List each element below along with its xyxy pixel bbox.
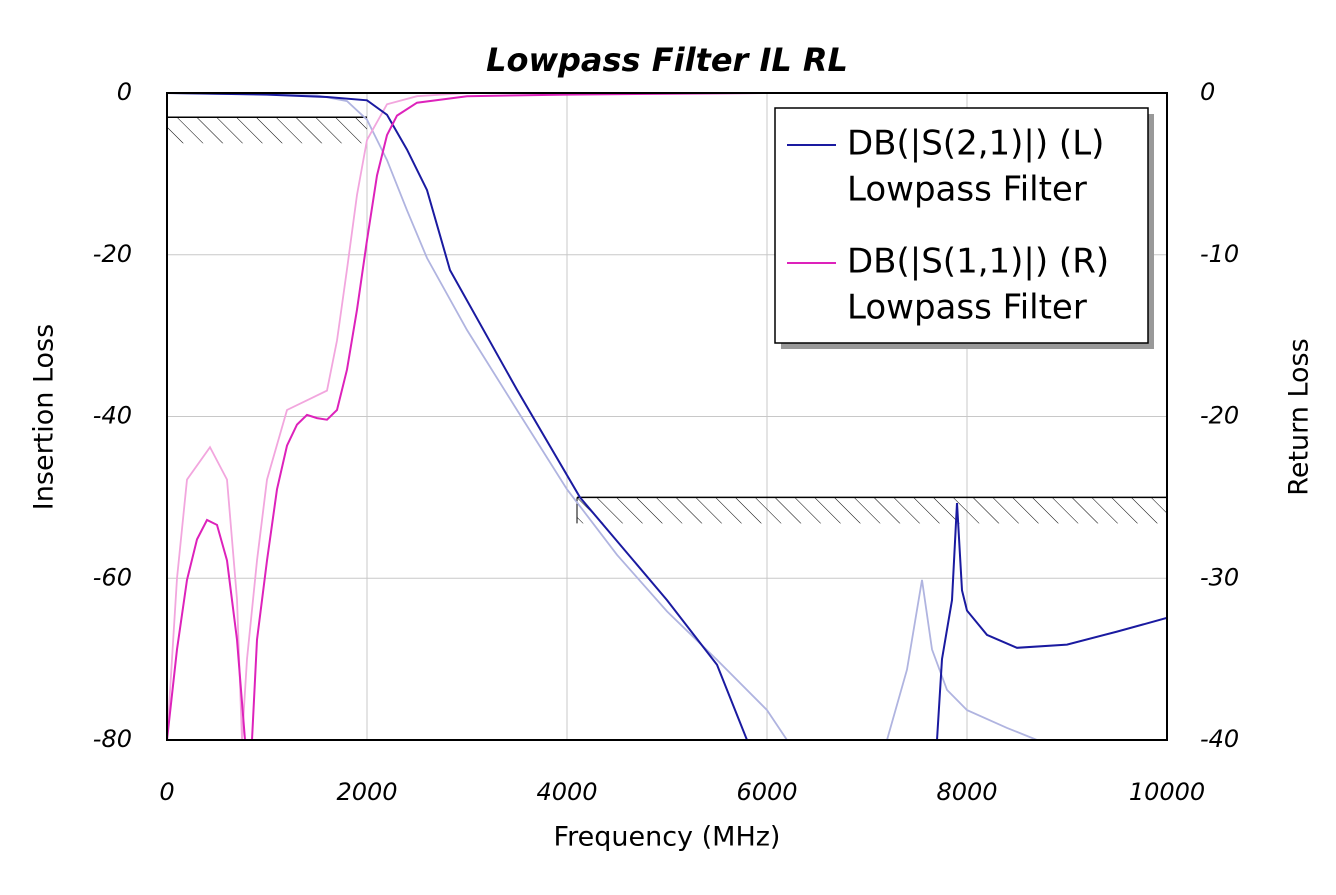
y2-tick-label: -40 bbox=[1200, 725, 1239, 753]
y-tick-label: 0 bbox=[117, 78, 132, 106]
y-tick-label: -20 bbox=[93, 240, 132, 268]
plot-frame bbox=[166, 92, 1168, 741]
x-tick-label: 4000 bbox=[536, 778, 597, 806]
x-tick-label: 0 bbox=[159, 778, 174, 806]
y2-tick-label: -20 bbox=[1200, 402, 1239, 430]
legend: DB(|S(2,1)|) (L) Lowpass Filter DB(|S(1,1)… bbox=[774, 107, 1154, 349]
y2-tick-label: -30 bbox=[1200, 563, 1239, 591]
legend-source: Lowpass Filter bbox=[847, 170, 1087, 210]
x-tick-label: 2000 bbox=[336, 778, 397, 806]
y2-axis-label: Return Loss bbox=[1284, 338, 1315, 495]
chart-title: Lowpass Filter IL RL bbox=[486, 41, 848, 79]
y-tick-label: -60 bbox=[93, 563, 132, 591]
x-axis-label: Frequency (MHz) bbox=[554, 822, 781, 853]
legend-label: DB(|S(1,1)|) (R) bbox=[847, 242, 1109, 282]
limit-hatch bbox=[577, 497, 1167, 524]
y-axis-label: Insertion Loss bbox=[29, 324, 60, 510]
legend-label: DB(|S(2,1)|) (L) bbox=[847, 124, 1104, 164]
series-line bbox=[167, 93, 1167, 740]
x-tick-label: 10000 bbox=[1129, 778, 1205, 806]
legend-box bbox=[774, 107, 1149, 344]
x-tick-label: 6000 bbox=[736, 778, 797, 806]
y-tick-label: -80 bbox=[93, 725, 132, 753]
y2-tick-label: -10 bbox=[1200, 240, 1239, 268]
x-tick-label: 8000 bbox=[936, 778, 997, 806]
series-line bbox=[167, 93, 1167, 740]
limit-hatch bbox=[167, 117, 367, 144]
y2-tick-label: 0 bbox=[1200, 78, 1215, 106]
plot-lines bbox=[167, 93, 1167, 740]
series-line bbox=[167, 93, 1167, 740]
legend-source: Lowpass Filter bbox=[847, 288, 1087, 328]
limits bbox=[166, 116, 1167, 524]
y-tick-label: -40 bbox=[93, 402, 132, 430]
